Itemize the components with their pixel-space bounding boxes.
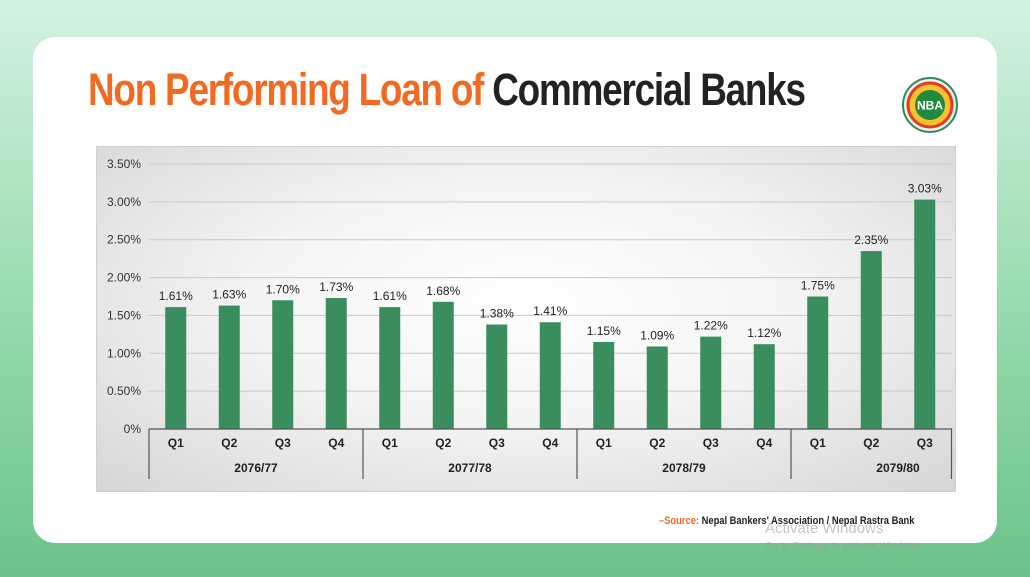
y-tick-label: 3.00% bbox=[107, 195, 141, 209]
group-label: 2077/78 bbox=[448, 461, 492, 475]
slide-title: Non Performing Loan of Commercial Banks bbox=[88, 64, 806, 115]
x-tick-label: Q2 bbox=[435, 436, 451, 450]
bar bbox=[807, 296, 829, 429]
data-label: 1.68% bbox=[426, 284, 460, 298]
source-note: –Source: Nepal Bankers' Association / Ne… bbox=[659, 515, 914, 527]
bar bbox=[486, 324, 508, 429]
bar bbox=[860, 251, 882, 429]
x-tick-label: Q2 bbox=[649, 436, 665, 450]
title-main: Commercial Banks bbox=[492, 64, 806, 115]
data-label: 1.22% bbox=[694, 319, 728, 333]
y-tick-label: 0.50% bbox=[107, 384, 141, 398]
bar bbox=[753, 344, 775, 429]
x-tick-label: Q1 bbox=[810, 436, 826, 450]
data-label: 1.12% bbox=[747, 326, 781, 340]
bar bbox=[165, 307, 187, 429]
group-label: 2079/80 bbox=[876, 461, 920, 475]
x-tick-label: Q2 bbox=[221, 436, 237, 450]
data-label: 1.61% bbox=[373, 289, 407, 303]
npl-bar-chart: 0% 0.50% 1.00% 1.50% 2.00% 2.50% 3.00% 3.50% 1.6… bbox=[107, 157, 953, 479]
y-tick-label: 3.50% bbox=[107, 157, 141, 171]
y-tick-label: 2.00% bbox=[107, 271, 141, 285]
data-label: 1.61% bbox=[159, 289, 193, 303]
x-tick-label: Q1 bbox=[382, 436, 398, 450]
x-tick-label: Q2 bbox=[863, 436, 879, 450]
bar bbox=[593, 341, 615, 429]
data-label: 2.35% bbox=[854, 233, 888, 247]
y-tick-label: 2.50% bbox=[107, 233, 141, 247]
data-label: 1.15% bbox=[587, 324, 621, 338]
bar bbox=[325, 298, 347, 429]
activate-windows-hint: Go to Settings to activate Windows. bbox=[765, 541, 923, 552]
bar bbox=[914, 199, 936, 429]
x-tick-label: Q3 bbox=[275, 436, 291, 450]
data-label: 1.38% bbox=[480, 307, 514, 321]
x-tick-label: Q4 bbox=[756, 436, 772, 450]
source-label: –Source: bbox=[659, 515, 700, 527]
nba-logo-icon: NBA bbox=[902, 77, 958, 133]
data-label: 3.03% bbox=[908, 182, 942, 196]
bar bbox=[272, 300, 294, 429]
data-label: 1.63% bbox=[212, 288, 246, 302]
group-label: 2078/79 bbox=[662, 461, 706, 475]
bar bbox=[432, 301, 454, 429]
slide-card: Non Performing Loan of Commercial Banks … bbox=[33, 37, 997, 543]
x-tick-label: Q3 bbox=[917, 436, 933, 450]
bar bbox=[379, 307, 401, 429]
x-tick-label: Q3 bbox=[703, 436, 719, 450]
x-tick-label: Q4 bbox=[542, 436, 558, 450]
chart-area: 0% 0.50% 1.00% 1.50% 2.00% 2.50% 3.00% 3.50% 1.6… bbox=[96, 146, 956, 492]
bar bbox=[539, 322, 561, 429]
data-label: 1.75% bbox=[801, 279, 835, 293]
x-tick-label: Q3 bbox=[489, 436, 505, 450]
data-label: 1.70% bbox=[266, 282, 300, 296]
x-tick-label: Q4 bbox=[328, 436, 344, 450]
x-tick-label: Q1 bbox=[596, 436, 612, 450]
y-tick-label: 0% bbox=[124, 422, 142, 436]
bar bbox=[218, 305, 240, 429]
y-tick-label: 1.00% bbox=[107, 346, 141, 360]
x-tick-label: Q1 bbox=[168, 436, 184, 450]
y-tick-label: 1.50% bbox=[107, 308, 141, 322]
activate-windows-watermark: Activate Windows bbox=[765, 520, 884, 537]
data-label: 1.73% bbox=[319, 280, 353, 294]
group-label: 2076/77 bbox=[234, 461, 278, 475]
bar bbox=[700, 336, 722, 429]
logo-text: NBA bbox=[917, 99, 943, 113]
bar bbox=[646, 346, 668, 429]
title-highlight: Non Performing Loan of bbox=[88, 64, 484, 115]
data-label: 1.41% bbox=[533, 304, 567, 318]
data-label: 1.09% bbox=[640, 328, 674, 342]
source-text: Nepal Bankers' Association / Nepal Rastr… bbox=[701, 515, 915, 527]
